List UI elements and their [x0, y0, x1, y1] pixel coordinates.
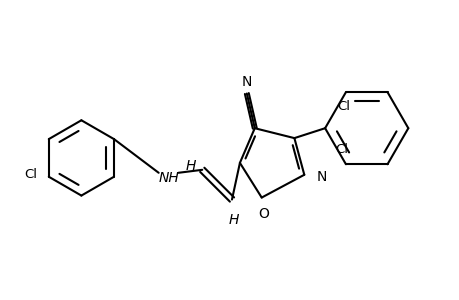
Text: Cl: Cl — [24, 168, 37, 181]
Text: H: H — [185, 159, 195, 173]
Text: N: N — [315, 170, 326, 184]
Text: O: O — [257, 208, 269, 221]
Text: Cl: Cl — [335, 143, 348, 156]
Text: NH: NH — [158, 171, 179, 185]
Text: Cl: Cl — [337, 100, 350, 113]
Text: N: N — [241, 75, 252, 88]
Text: H: H — [228, 213, 239, 227]
